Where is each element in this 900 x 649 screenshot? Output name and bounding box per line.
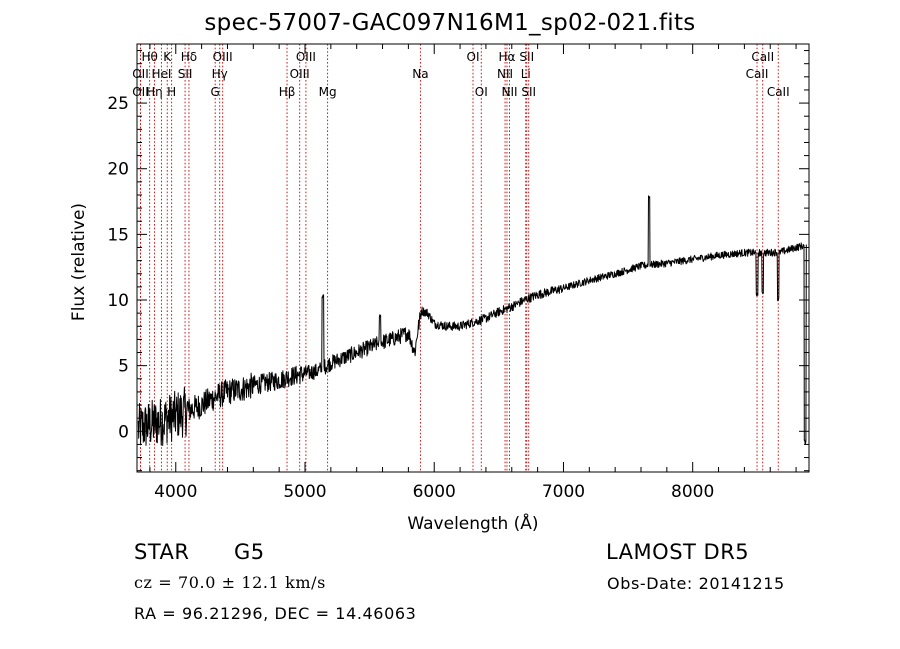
y-tick-label: 10 <box>107 291 129 311</box>
spectral-line-label: OIII <box>213 50 233 64</box>
x-axis-label: Wavelength (Å) <box>407 512 538 534</box>
spectral-line-label: Hγ <box>212 67 228 81</box>
x-tick-label: 8000 <box>671 482 714 502</box>
spectral-line-label: Hθ <box>141 50 157 64</box>
spectral-line-label: OIII <box>290 67 310 81</box>
y-tick-label: 20 <box>107 160 129 180</box>
spectral-line-label: SII <box>521 85 536 99</box>
spectral-line-label: SII <box>178 67 193 81</box>
spectral-line-label: Li <box>521 67 531 81</box>
spectral-line-label: Mg <box>319 85 337 99</box>
spectral-line-label: CaII <box>767 85 790 99</box>
y-tick-label: 5 <box>118 357 129 377</box>
spectral-line-label: NII <box>502 85 518 99</box>
plot-frame <box>136 43 810 473</box>
spectral-line-label: HeI <box>151 67 171 81</box>
spectral-line-label: Hβ <box>279 85 296 99</box>
spectral-line-label: OIII <box>296 50 316 64</box>
x-tick-label: 5000 <box>283 482 326 502</box>
spectral-line-label: Na <box>412 67 428 81</box>
ra-dec-coordinates: RA = 96.21296, DEC = 14.46063 <box>134 604 417 623</box>
object-class: STAR <box>134 540 190 564</box>
spectral-line-label: Hα <box>499 50 516 64</box>
x-tick-label: 7000 <box>542 482 585 502</box>
redshift-cz: cz = 70.0 ± 12.1 km/s <box>134 573 326 592</box>
spectral-line-label: K <box>163 50 172 64</box>
spectral-line-label: SII <box>519 50 534 64</box>
observation-date: Obs-Date: 20141215 <box>607 574 785 593</box>
spectral-line-label: Hδ <box>181 50 197 64</box>
x-tick-label: 4000 <box>154 482 197 502</box>
survey-label: LAMOST DR5 <box>606 540 750 564</box>
spectral-line-label: NII <box>497 67 513 81</box>
object-subclass: G5 <box>234 540 265 564</box>
spectral-line-label: OI <box>467 50 480 64</box>
spectrum-series <box>137 195 807 446</box>
spectral-line-label: OI <box>475 85 488 99</box>
spectral-line-label: H <box>167 85 176 99</box>
spectral-line-label: OII <box>132 85 149 99</box>
spectral-line-label: CaII <box>746 67 769 81</box>
x-tick-label: 6000 <box>413 482 456 502</box>
spectral-line-label: G <box>211 85 220 99</box>
y-tick-label: 25 <box>107 94 129 114</box>
y-axis-label: Flux (relative) <box>69 203 89 321</box>
spectral-line-label: CaII <box>751 50 774 64</box>
chart-title: spec-57007-GAC097N16M1_sp02-021.fits <box>204 10 696 36</box>
y-tick-label: 0 <box>118 422 129 442</box>
spectral-line-label: Hη <box>146 85 163 99</box>
y-tick-label: 15 <box>107 225 129 245</box>
